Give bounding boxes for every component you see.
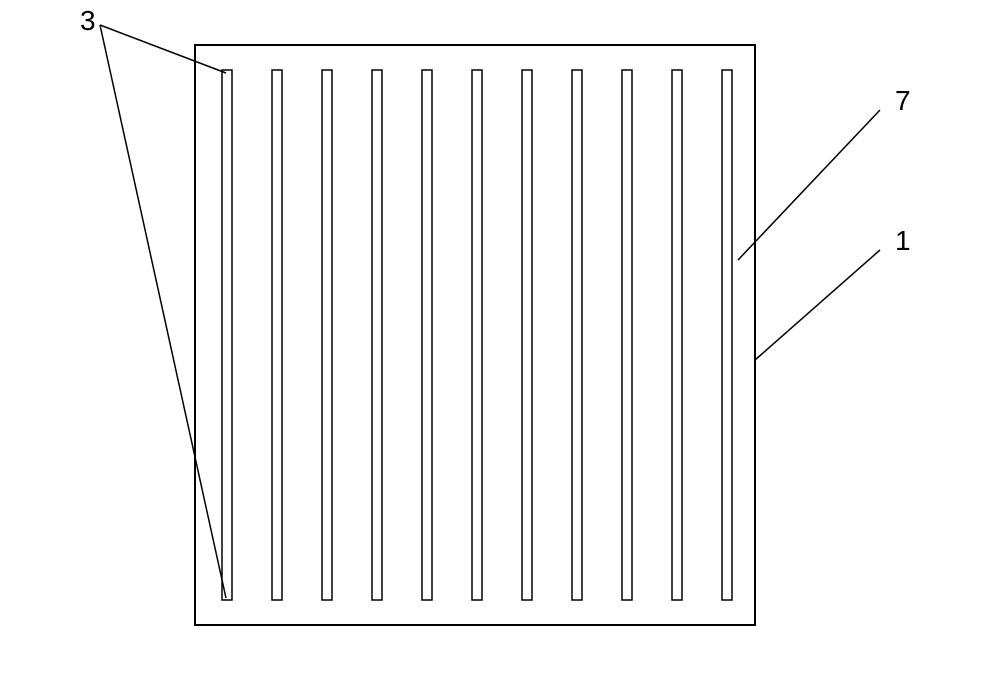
slot-9 [622,70,632,600]
outer-rectangle [195,45,755,625]
slot-4 [372,70,382,600]
slot-1 [222,70,232,600]
slot-3 [322,70,332,600]
label-1: 1 [895,225,911,256]
slot-5 [422,70,432,600]
label-1-leader [755,250,880,360]
label-3: 3 [80,5,96,36]
technical-diagram: 3 7 1 [0,0,1000,700]
label-7-leader [738,110,880,260]
slot-11 [722,70,732,600]
slot-10 [672,70,682,600]
label-3-leader [100,25,226,73]
slot-7 [522,70,532,600]
slot-2 [272,70,282,600]
label-3-leader [100,25,226,598]
label-7: 7 [895,85,911,116]
labels-and-leaders: 3 7 1 [80,5,911,598]
slot-8 [572,70,582,600]
slot-6 [472,70,482,600]
vertical-slots [222,70,732,600]
outer-frame [195,45,755,625]
